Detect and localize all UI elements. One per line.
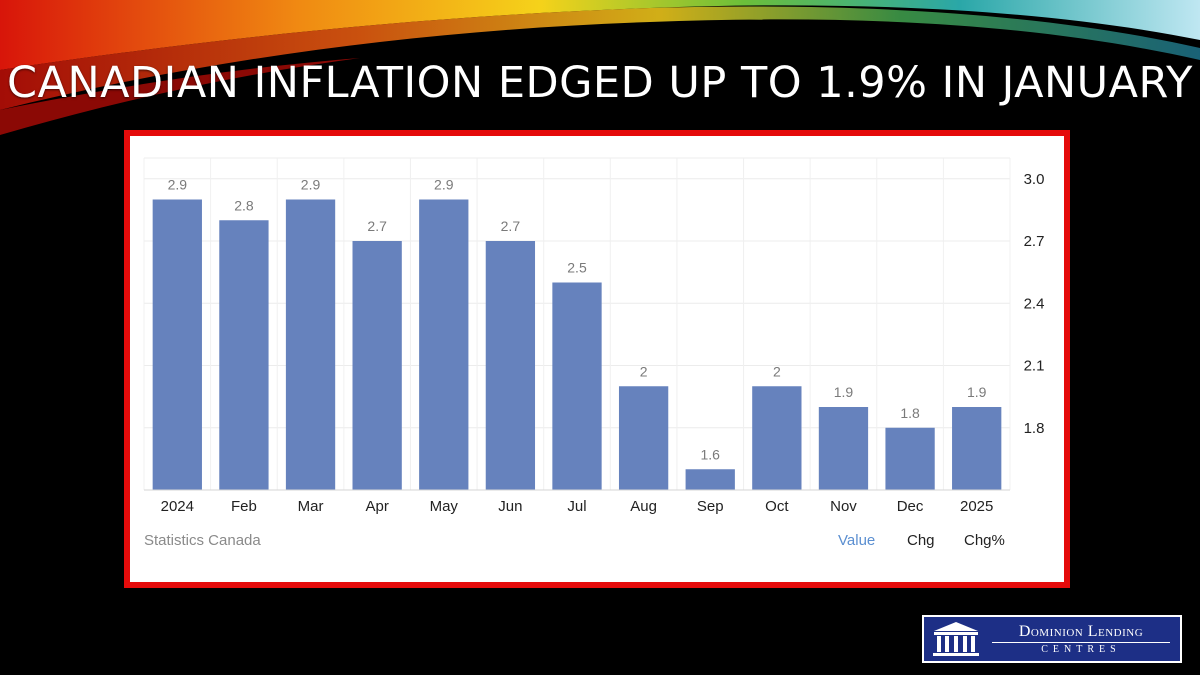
x-tick-label-7: Aug	[630, 498, 657, 515]
data-label-6: 2.5	[567, 260, 587, 276]
bar-nov	[818, 407, 869, 490]
data-label-8: 1.6	[700, 446, 720, 462]
data-label-9: 2	[773, 363, 781, 379]
data-label-1: 2.8	[234, 197, 254, 213]
x-tick-label-2: Mar	[298, 498, 324, 515]
data-label-2: 2.9	[301, 177, 321, 193]
chart-source: Statistics Canada	[144, 532, 261, 549]
data-label-7: 2	[640, 363, 648, 379]
x-tick-label-10: Nov	[830, 498, 857, 515]
x-tick-label-3: Apr	[365, 498, 388, 515]
bar-oct	[752, 386, 802, 490]
decorative-swoosh-banner	[0, 0, 1200, 135]
x-tick-label-12: 2025	[960, 498, 993, 515]
logo-name: Dominion Lending	[1018, 622, 1144, 640]
bar-2025	[952, 407, 1002, 490]
bar-mar	[285, 199, 336, 490]
data-label-11: 1.8	[900, 405, 920, 421]
inflation-bar-chart: 2.9 2024 2.8 Feb 2.9 Mar 2.7 Apr 2.9 May 2.7 Jun 2.5…	[143, 157, 1045, 515]
x-tick-label-6: Jul	[567, 498, 586, 515]
y-tick-label-2: 2.4	[1024, 295, 1045, 312]
tab-value[interactable]: Value	[838, 532, 876, 549]
bar-sep	[685, 469, 735, 490]
company-logo: Dominion Lending CENTRES	[922, 615, 1182, 663]
logo-divider	[992, 641, 1170, 643]
data-label-10: 1.9	[834, 384, 854, 400]
tab-chg[interactable]: Chg	[907, 532, 935, 549]
slide-title: Canadian Inflation Edged Up to 1.9% in J…	[7, 58, 1193, 108]
y-tick-label-0: 1.8	[1024, 420, 1045, 437]
bar-aug	[618, 386, 669, 490]
logo-text: Dominion Lending CENTRES	[982, 623, 1180, 656]
bar-jun	[485, 241, 536, 490]
bar-feb	[219, 220, 269, 490]
data-label-4: 2.9	[434, 177, 454, 193]
bar-jul	[552, 282, 602, 490]
bar-apr	[352, 241, 402, 490]
data-label-5: 2.7	[501, 218, 521, 234]
data-label-0: 2.9	[168, 177, 188, 193]
tab-chg-percent[interactable]: Chg%	[964, 532, 1005, 549]
x-tick-label-8: Sep	[697, 498, 724, 515]
x-tick-label-0: 2024	[161, 498, 194, 515]
bar-2024	[152, 199, 202, 490]
data-label-3: 2.7	[367, 218, 387, 234]
y-tick-label-4: 3.0	[1024, 171, 1045, 188]
data-label-12: 1.9	[967, 384, 987, 400]
bar-may	[419, 199, 469, 490]
x-tick-label-9: Oct	[765, 498, 789, 515]
logo-subtitle: CENTRES	[1041, 643, 1121, 655]
chart-frame: 2.9 2024 2.8 Feb 2.9 Mar 2.7 Apr 2.9 May 2.7 Jun 2.5…	[124, 130, 1070, 588]
y-tick-label-3: 2.7	[1024, 233, 1045, 250]
bar-dec	[885, 427, 935, 490]
x-tick-label-11: Dec	[897, 498, 924, 515]
x-tick-label-1: Feb	[231, 498, 257, 515]
y-tick-label-1: 2.1	[1024, 358, 1045, 375]
building-columns-icon	[933, 622, 979, 656]
x-tick-label-4: May	[430, 498, 459, 515]
x-tick-label-5: Jun	[498, 498, 522, 515]
